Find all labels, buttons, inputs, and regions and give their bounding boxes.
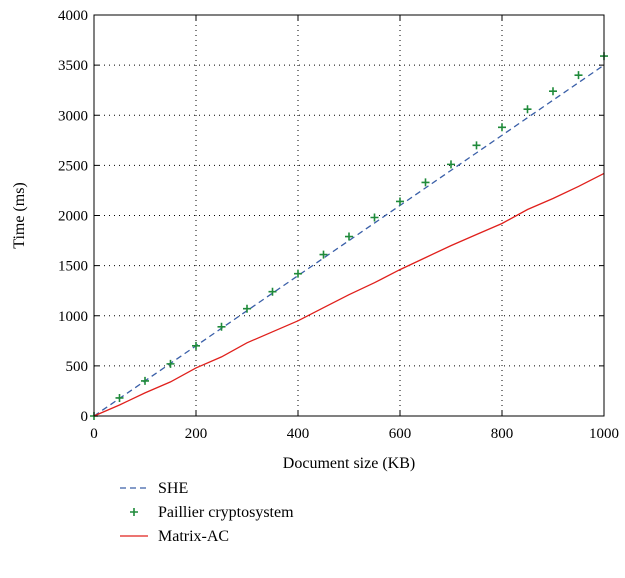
legend-marker	[130, 508, 138, 516]
x-tick-label: 600	[389, 426, 412, 442]
data-point	[294, 269, 302, 278]
y-tick-label: 1000	[58, 309, 88, 325]
data-point	[396, 197, 404, 206]
series-matrix-ac	[93, 172, 605, 417]
data-point	[574, 71, 583, 80]
legend-item-matrix-ac: Matrix-AC	[120, 528, 229, 545]
data-point	[141, 376, 149, 385]
x-tick-label: 200	[185, 426, 208, 442]
series-she	[93, 64, 605, 417]
data-point	[549, 87, 557, 96]
y-tick-label: 3000	[58, 108, 88, 124]
x-tick-label: 800	[491, 426, 514, 442]
x-tick-label: 0	[90, 426, 98, 442]
y-tick-label: 1500	[58, 259, 88, 275]
data-point	[498, 123, 506, 132]
data-point	[472, 141, 481, 150]
data-point	[447, 160, 455, 169]
series-layer	[90, 52, 608, 420]
data-point	[345, 232, 353, 241]
legend-item-she: SHE	[120, 480, 188, 497]
data-point	[115, 393, 124, 402]
x-tick-label: 400	[287, 426, 310, 442]
legend-label: Paillier cryptosystem	[158, 504, 294, 521]
data-point	[243, 304, 251, 313]
data-point	[217, 322, 226, 331]
y-tick-label: 4000	[58, 8, 88, 24]
x-tick-label: 1000	[589, 426, 619, 442]
legend-label: SHE	[158, 480, 188, 497]
y-tick-label: 0	[81, 409, 89, 425]
data-point	[421, 178, 430, 187]
data-point	[319, 250, 328, 259]
legend: SHE Paillier cryptosystem Matrix-AC	[120, 480, 294, 545]
y-tick-label: 3500	[58, 58, 88, 74]
series-line-she	[93, 64, 605, 417]
series-line-matrix-ac	[93, 172, 605, 417]
data-point	[166, 359, 175, 368]
data-point	[268, 287, 277, 296]
data-point	[370, 213, 379, 222]
legend-item-paillier-cryptosystem: Paillier cryptosystem	[130, 504, 294, 521]
x-axis-title: Document size (KB)	[283, 455, 415, 472]
data-point	[523, 105, 532, 114]
y-tick-label: 500	[66, 359, 89, 375]
data-point	[192, 341, 200, 350]
grid	[94, 15, 604, 416]
y-axis-title: Time (ms)	[11, 182, 28, 249]
ticks: 0 200 400 600 800 1000 0 500 1000 1500 2000 2500 300…	[58, 8, 619, 442]
legend-label: Matrix-AC	[158, 528, 229, 545]
y-tick-label: 2000	[58, 209, 88, 225]
series-paillier-cryptosystem	[90, 52, 608, 420]
y-tick-label: 2500	[58, 158, 88, 174]
